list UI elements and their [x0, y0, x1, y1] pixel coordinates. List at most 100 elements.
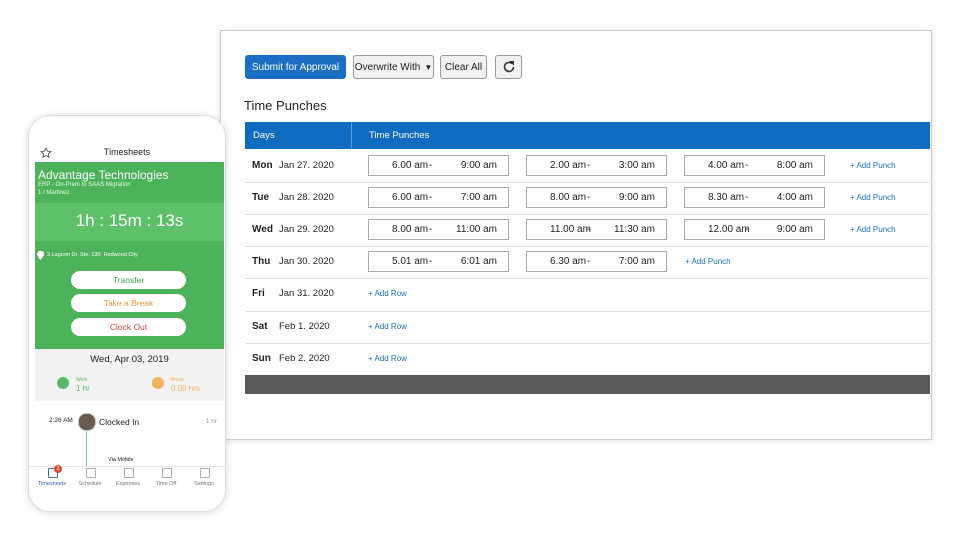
- add-link[interactable]: + Add Row: [368, 289, 407, 299]
- punch-box[interactable]: 2.00 am - 3:00 am: [526, 154, 667, 176]
- green-panel: [35, 162, 224, 349]
- caret: ▼: [424, 62, 433, 72]
- break-value: 0.00 hrs: [171, 384, 200, 393]
- star-icon[interactable]: [40, 147, 52, 159]
- nav-label[interactable]: Time Off: [155, 481, 177, 487]
- nav-icon[interactable]: [162, 468, 172, 478]
- punch-start: 11.00 am: [550, 224, 591, 235]
- entry-duration: 1 hr: [205, 418, 217, 425]
- date: Jan 31. 2020: [279, 288, 334, 300]
- nav-badge: 2: [54, 465, 62, 473]
- refresh-button[interactable]: [495, 55, 522, 79]
- nav-icon[interactable]: [86, 468, 96, 478]
- punch-separator: -: [429, 191, 433, 203]
- punch-separator: -: [429, 224, 433, 235]
- punch-box[interactable]: 12.00 am - 9:00 am: [684, 219, 825, 240]
- date: Jan 29. 2020: [279, 224, 334, 235]
- phone-date: Wed, Apr 03, 2019: [90, 354, 169, 365]
- nav-label[interactable]: Timesheets: [37, 481, 67, 487]
- punch-separator: -: [745, 224, 749, 235]
- punch-end: 9:00 am: [460, 159, 497, 171]
- nav-bar: [29, 466, 225, 467]
- punch-box[interactable]: 6.30 am - 7:00 am: [526, 251, 667, 273]
- header-punches: Time Punches: [369, 130, 430, 141]
- timer: 1h : 15m : 13s: [75, 211, 184, 230]
- clockout-button[interactable]: Clock Out: [71, 318, 186, 336]
- refresh-icon: [503, 61, 514, 73]
- punch-end: 11:30 am: [614, 224, 655, 235]
- punch-box[interactable]: 11.00 am - 11:30 am: [526, 219, 667, 240]
- add-link[interactable]: + Add Punch: [850, 225, 896, 234]
- punch-separator: -: [429, 159, 433, 171]
- phone-title: Timesheets: [103, 147, 151, 157]
- location-icon: [37, 251, 44, 260]
- punch-end: 7:00 am: [460, 191, 497, 203]
- punch-start: 2.00 am: [550, 159, 587, 171]
- entry-time: 2:26 AM: [49, 417, 73, 424]
- punch-end: 4:00 am: [776, 191, 813, 203]
- add-link[interactable]: + Add Punch: [685, 257, 731, 267]
- timer-band: [35, 203, 224, 241]
- table-footer: [245, 375, 930, 394]
- punch-start: 12.00 am: [708, 224, 750, 235]
- punch-start: 6.00 am: [392, 191, 429, 203]
- punch-end: 7:00 am: [618, 256, 655, 268]
- punch-box[interactable]: 8.00 am - 11:00 am: [368, 219, 509, 240]
- work-icon: [57, 377, 69, 389]
- date: Jan 28. 2020: [279, 191, 334, 203]
- punch-box[interactable]: 6.00 am - 9:00 am: [368, 154, 509, 176]
- nav-icon[interactable]: [48, 468, 58, 478]
- phone: Timesheets Advantage Technologies ERP - …: [28, 115, 226, 512]
- location: 3 Lagoon Dr. Ste. 130, Redwood City: [47, 252, 138, 258]
- day: Tue: [252, 191, 270, 203]
- row-border: [245, 246, 930, 248]
- work-label: Work: [76, 377, 88, 383]
- add-link[interactable]: + Add Row: [368, 321, 407, 331]
- punch-separator: -: [587, 256, 591, 268]
- punch-end: 11:00 am: [456, 224, 497, 235]
- date: Jan 30. 2020: [279, 256, 334, 268]
- header-days: Days: [253, 130, 275, 141]
- punch-start: 6.00 am: [392, 159, 429, 171]
- overwrite-label: Overwrite With: [354, 61, 421, 73]
- project: ERP - On-Prem to SAAS Migration: [38, 182, 131, 188]
- day: Fri: [252, 288, 265, 300]
- company: Advantage Technologies: [38, 168, 169, 182]
- punch-box[interactable]: 4.00 am - 8:00 am: [684, 154, 825, 176]
- punch-box[interactable]: 8.30 am - 4:00 am: [684, 186, 825, 208]
- entry-status: Clocked In: [99, 417, 140, 427]
- date: Feb 2. 2020: [279, 352, 330, 364]
- punch-start: 4.00 am: [708, 159, 745, 171]
- nav-icon[interactable]: [124, 468, 134, 478]
- punch-box[interactable]: 6.00 am - 7:00 am: [368, 186, 509, 208]
- punch-separator: -: [745, 191, 749, 203]
- work-value: 1 hr: [76, 384, 90, 393]
- submit-button[interactable]: Submit for Approval: [245, 55, 346, 79]
- transfer-button[interactable]: Transfer: [71, 271, 186, 289]
- punch-separator: -: [587, 224, 591, 235]
- nav-icon[interactable]: [200, 468, 210, 478]
- nav-label[interactable]: Expenses: [115, 481, 141, 487]
- nav-label[interactable]: Schedule: [78, 481, 102, 487]
- punch-separator: -: [587, 191, 591, 203]
- punch-start: 8.00 am: [392, 224, 429, 235]
- add-link[interactable]: + Add Punch: [850, 160, 896, 170]
- punch-box[interactable]: 5.01 am - 6:01 am: [368, 251, 509, 273]
- break-button[interactable]: Take a Break: [71, 294, 186, 312]
- add-link[interactable]: + Add Punch: [850, 192, 896, 202]
- punch-box[interactable]: 8.00 am - 9:00 am: [526, 186, 667, 208]
- day: Thu: [252, 256, 271, 268]
- day: Sun: [252, 352, 271, 364]
- date: Jan 27. 2020: [279, 159, 334, 171]
- row-border: [245, 310, 930, 312]
- break-label: Break: [171, 377, 185, 383]
- date: Feb 1. 2020: [279, 320, 330, 332]
- clear-button[interactable]: Clear All: [440, 55, 487, 79]
- overwrite-button[interactable]: Overwrite With ▼: [353, 55, 434, 79]
- task: 1 / Martinez: [38, 190, 70, 196]
- add-link[interactable]: + Add Row: [368, 353, 407, 363]
- punch-end: 6:01 am: [460, 256, 497, 268]
- nav-label[interactable]: Settings: [194, 481, 214, 487]
- punch-start: 8.30 am: [708, 191, 745, 203]
